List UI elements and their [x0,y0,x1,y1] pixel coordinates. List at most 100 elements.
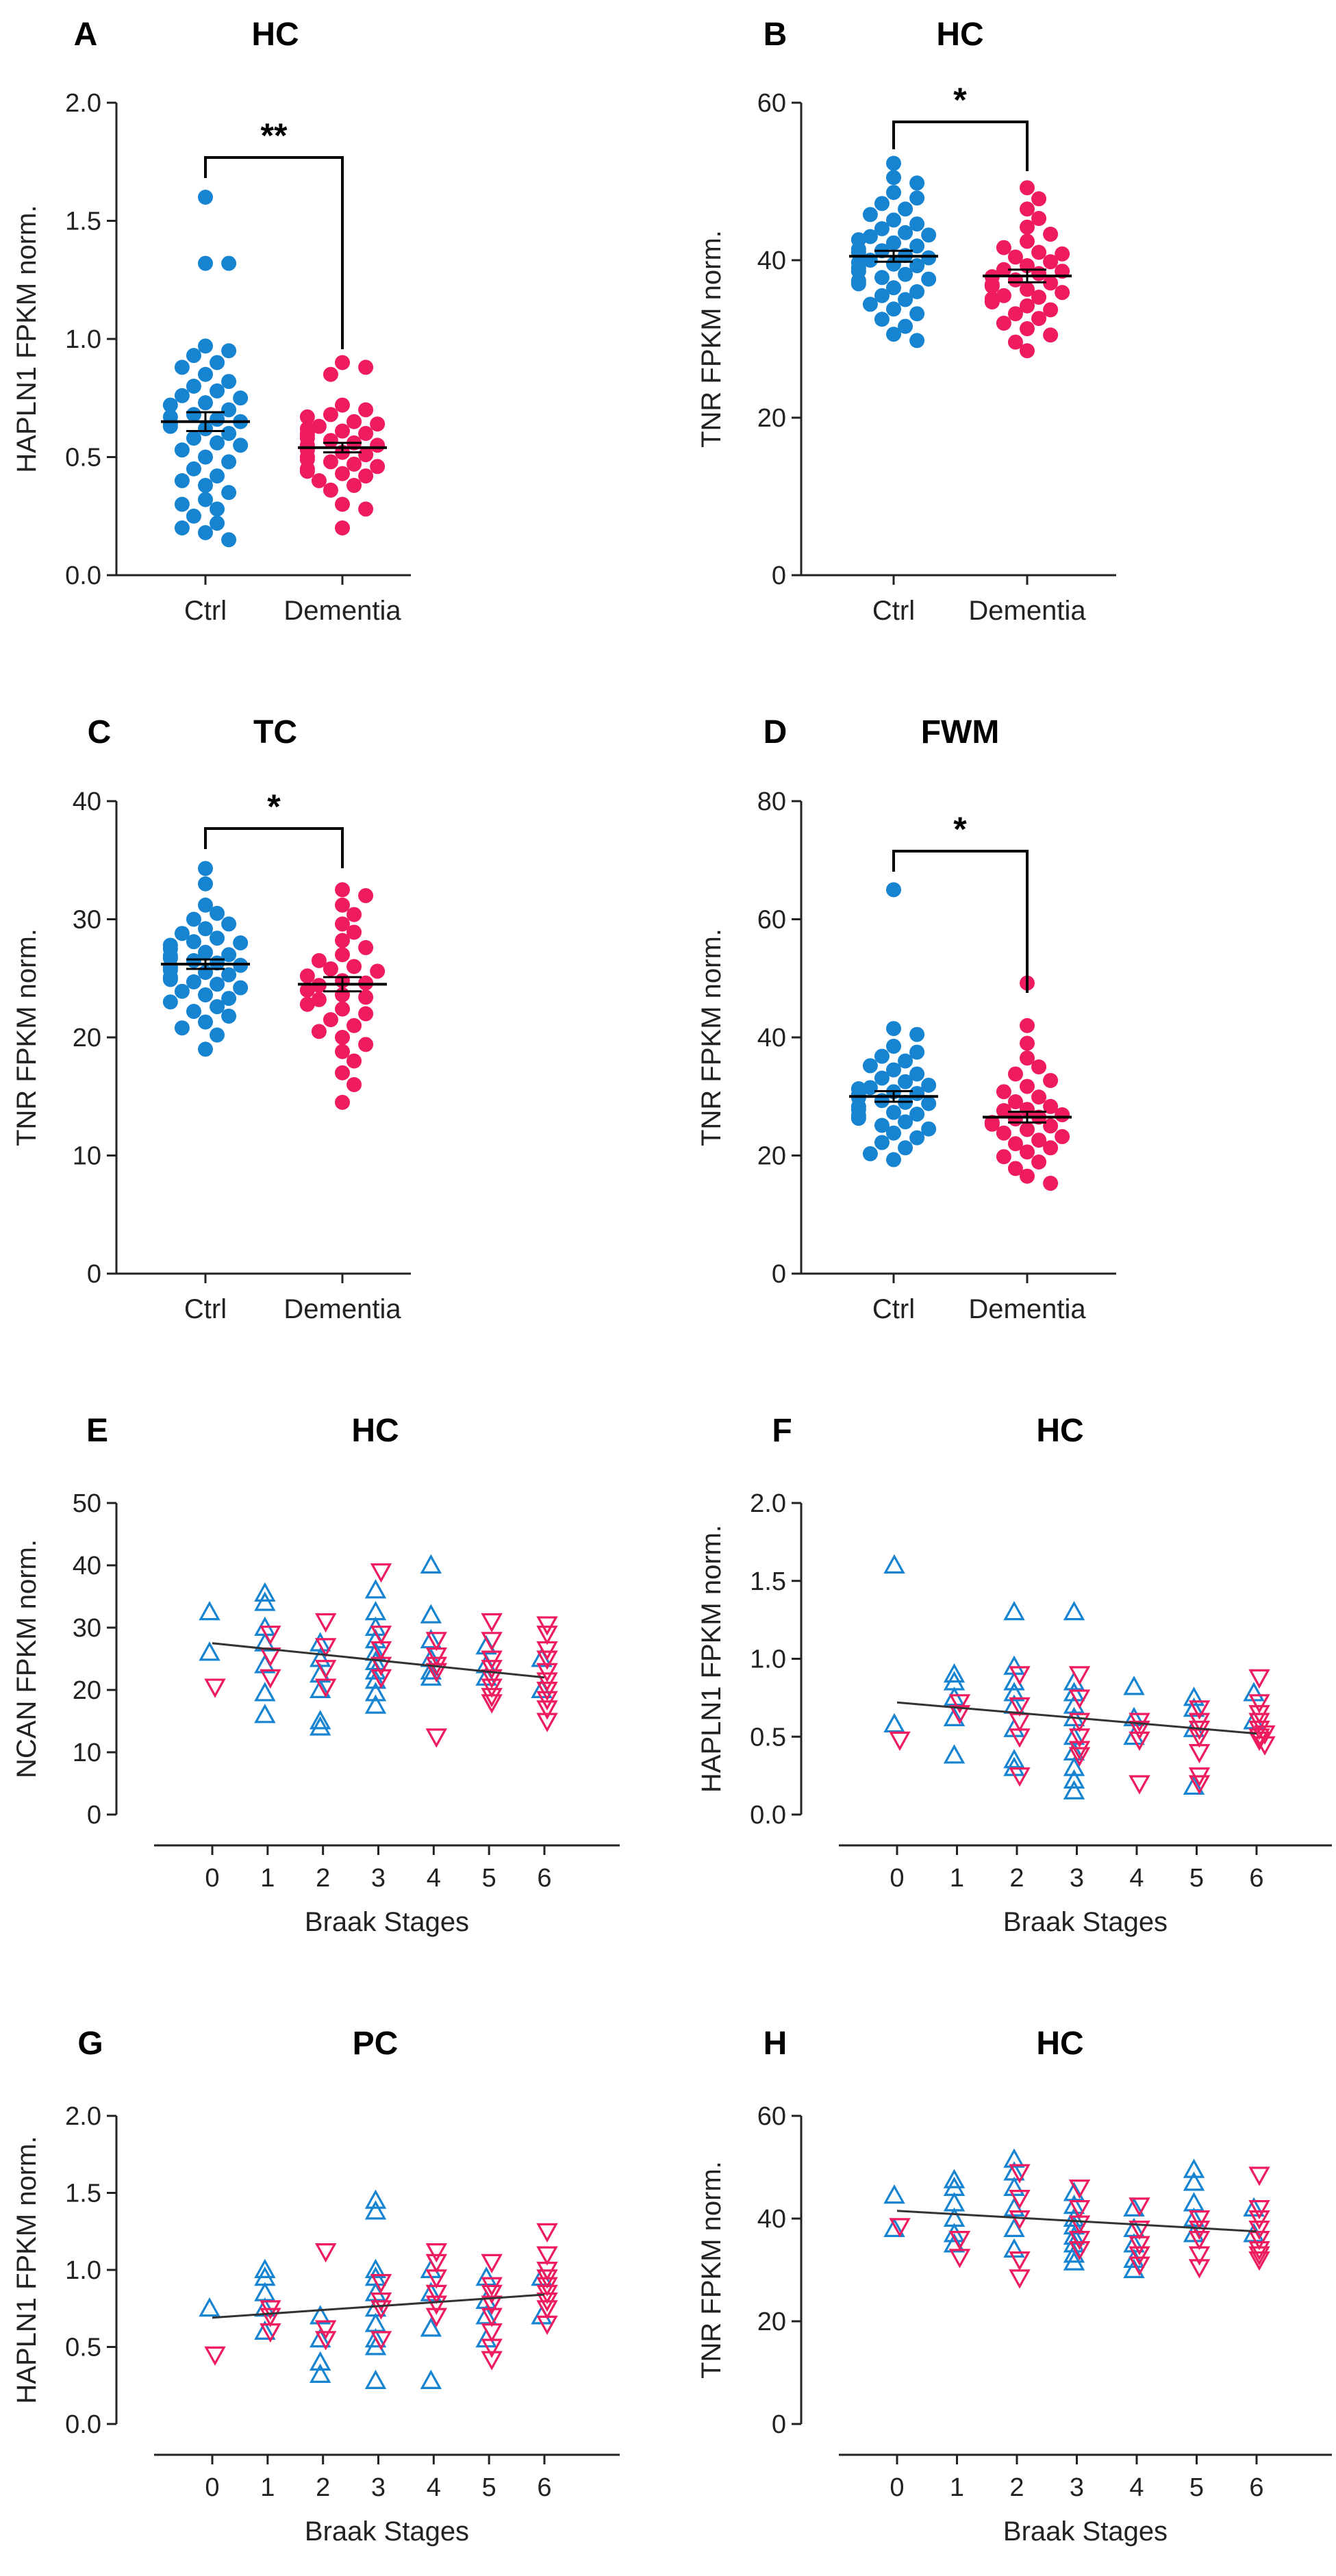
data-point [233,935,249,950]
data-point [883,2217,905,2237]
panel-title: TC [253,714,297,750]
data-point [1129,2221,1150,2240]
data-point [943,1744,966,1764]
data-point [1068,1747,1091,1767]
data-point [481,1678,503,1698]
data-point [370,2300,392,2320]
y-tick-label: 0.5 [65,444,101,472]
y-tick-label: 30 [73,1614,101,1643]
data-point [874,288,890,303]
data-point [233,438,249,453]
data-point [335,882,350,898]
data-point [909,175,925,191]
x-tick-label: Ctrl [872,1294,915,1324]
data-point [1068,2215,1091,2235]
x-tick-label: 0 [890,2473,904,2502]
data-point [1063,2243,1085,2263]
data-point [909,1130,925,1146]
data-point [1009,2190,1031,2210]
panel-title: HC [936,16,983,53]
y-tick-label: 40 [757,247,786,275]
data-point [909,1044,925,1060]
data-point [1248,2231,1270,2251]
data-point [174,520,190,535]
data-point [898,201,913,217]
data-point [358,426,374,441]
panel-letter: G [77,2025,103,2062]
data-point [1009,1697,1031,1717]
data-point [948,1705,971,1725]
data-point [198,255,213,271]
data-point [886,256,901,272]
panel-letter: A [74,16,98,53]
y-tick-label: 0 [772,1260,786,1289]
data-point [346,456,362,472]
data-point [198,190,213,205]
data-point [1188,2246,1211,2266]
data-point [1043,327,1059,343]
data-point [221,402,237,418]
data-point [221,1008,237,1024]
data-point [481,1669,503,1689]
y-tick-label: 2.0 [65,2102,101,2131]
data-point [1068,2180,1091,2199]
data-point [874,1135,890,1150]
data-point [886,882,901,898]
data-point [425,1728,448,1748]
y-tick-label: 0 [87,1260,101,1289]
data-point [536,1682,558,1702]
data-point [335,1065,350,1081]
panel-letter: F [772,1413,792,1449]
data-point [1248,2167,1270,2186]
data-point [309,1678,331,1698]
data-point [898,1074,913,1089]
data-point [364,2258,387,2278]
data-point [1020,219,1035,235]
data-point [1031,211,1047,227]
y-tick-label: 40 [757,1024,786,1052]
data-point [335,355,350,370]
data-point [198,987,213,1002]
data-point [198,861,213,876]
data-point [1063,1682,1085,1702]
data-point [221,426,237,441]
data-point [311,992,327,1007]
data-point [1188,2221,1211,2240]
data-point [996,316,1011,331]
data-point [886,301,901,317]
panel-title: HC [351,1413,399,1449]
data-point [874,1070,890,1086]
data-point [1020,343,1035,359]
data-point [186,379,201,394]
data-point [346,477,362,493]
data-point [323,482,338,498]
regression-line [212,1642,545,1679]
data-point [425,1632,448,1652]
data-point [948,2231,971,2251]
data-point [886,280,901,296]
data-point [174,442,190,458]
data-point [886,212,901,228]
data-point [370,1641,392,1661]
data-point [254,1682,276,1702]
data-point [162,994,178,1010]
data-point [1248,2200,1270,2220]
y-tick-label: 1.5 [750,1567,786,1596]
y-tick-label: 1.0 [750,1645,786,1674]
data-point [909,284,925,299]
data-point [420,1628,442,1649]
data-point [425,1663,448,1682]
x-tick-label: 2 [316,1864,330,1893]
data-point [1031,1154,1047,1170]
x-tick-label: 6 [537,1864,551,1893]
data-point [186,407,201,422]
data-point [198,897,213,913]
data-point [1043,227,1059,242]
data-point [370,1669,392,1689]
y-tick-label: 40 [73,1552,101,1580]
data-point [862,1058,878,1074]
data-point [984,1116,1000,1132]
data-point [984,294,1000,310]
data-point [1009,1728,1031,1748]
x-tick-label: Ctrl [184,596,227,626]
